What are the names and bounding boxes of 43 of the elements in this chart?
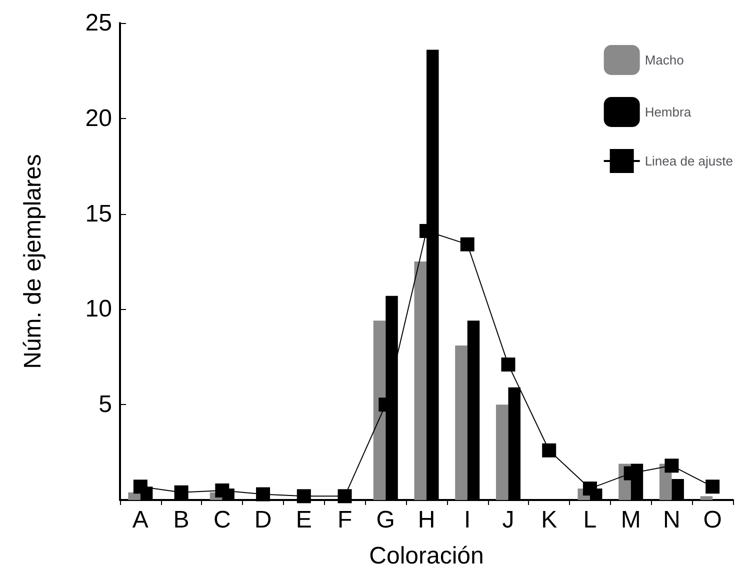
x-tick-label: N bbox=[663, 506, 680, 534]
bar bbox=[373, 320, 386, 500]
point bbox=[460, 237, 474, 252]
point bbox=[215, 483, 230, 498]
y-tick-label: 10 bbox=[85, 296, 112, 323]
bar bbox=[414, 262, 426, 500]
x-tick-label: O bbox=[703, 506, 722, 534]
point bbox=[256, 487, 270, 502]
point bbox=[542, 443, 556, 458]
x-tick-label: F bbox=[337, 506, 352, 534]
x-tick-label: C bbox=[213, 506, 231, 534]
x-tick-label: L bbox=[583, 506, 597, 534]
point bbox=[706, 480, 720, 494]
point bbox=[174, 485, 188, 500]
x-tick-label: E bbox=[296, 506, 312, 534]
bar bbox=[128, 492, 140, 500]
y-tick-label: 5 bbox=[98, 391, 112, 418]
x-tick-label: H bbox=[418, 506, 436, 534]
y-axis-title: Núm. de ejemplares bbox=[20, 154, 46, 369]
bar bbox=[455, 345, 468, 500]
bar bbox=[700, 496, 713, 500]
x-tick-label: G bbox=[376, 506, 395, 534]
y-tick-label: 25 bbox=[85, 10, 112, 36]
point bbox=[296, 489, 311, 504]
x-tick-label: A bbox=[132, 506, 148, 534]
x-tick-label: B bbox=[173, 506, 190, 534]
x-axis-title: Coloración bbox=[369, 542, 484, 570]
point bbox=[664, 458, 679, 473]
legend-label: Linea de ajuste bbox=[644, 154, 734, 168]
legend-label: Macho bbox=[644, 52, 684, 68]
point bbox=[133, 480, 148, 494]
x-tick-label: I bbox=[464, 506, 471, 534]
x-tick-label: D bbox=[254, 506, 272, 534]
x-tick-label: M bbox=[620, 506, 641, 534]
y-tick-label: 20 bbox=[85, 104, 112, 132]
point bbox=[582, 482, 597, 496]
bar bbox=[496, 404, 508, 500]
y-tick-label: 15 bbox=[85, 200, 112, 228]
legend-label: Hembra bbox=[644, 104, 692, 120]
point bbox=[501, 358, 516, 372]
x-tick-label: K bbox=[541, 506, 558, 534]
point bbox=[338, 489, 352, 504]
x-tick-label: J bbox=[502, 506, 514, 534]
